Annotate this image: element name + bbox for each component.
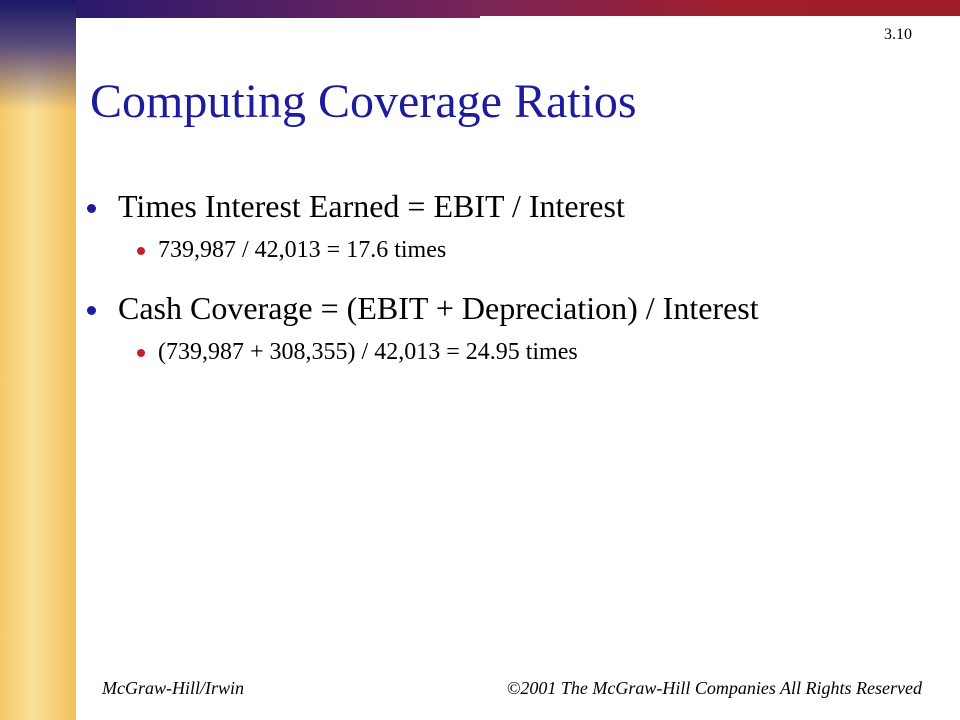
sub-bullet: 739,987 / 42,013 = 17.6 times: [137, 234, 960, 266]
footer-left: McGraw-Hill/Irwin: [102, 678, 244, 698]
bullet-text: Cash Coverage = (EBIT + Depreciation) / …: [118, 290, 759, 326]
bullet: Times Interest Earned = EBIT / Interest: [87, 186, 838, 226]
bullet-text: Times Interest Earned = EBIT / Interest: [118, 188, 625, 224]
slide-number: 3.10: [884, 26, 912, 43]
slide-title: Computing Coverage Ratios: [90, 75, 637, 128]
bullet-dot: [87, 204, 96, 213]
sub-bullet-dot: [137, 349, 145, 357]
side-strip-top: [0, 0, 76, 110]
side-strip: [0, 0, 76, 720]
footer-right: ©2001 The McGraw-Hill Companies All Righ…: [506, 678, 922, 698]
sub-bullet-text: (739,987 + 308,355) / 42,013 = 24.95 tim…: [158, 339, 578, 365]
sub-bullet-text: 739,987 / 42,013 = 17.6 times: [158, 237, 447, 263]
bullet: Cash Coverage = (EBIT + Depreciation) / …: [87, 288, 838, 328]
top-bar: [76, 0, 960, 18]
sub-bullet: (739,987 + 308,355) / 42,013 = 24.95 tim…: [137, 336, 960, 368]
bullet-list: Times Interest Earned = EBIT / Interest 7…: [0, 186, 960, 390]
top-line: [480, 16, 960, 18]
bullet-dot: [87, 306, 96, 315]
sub-bullet-dot: [137, 247, 145, 255]
